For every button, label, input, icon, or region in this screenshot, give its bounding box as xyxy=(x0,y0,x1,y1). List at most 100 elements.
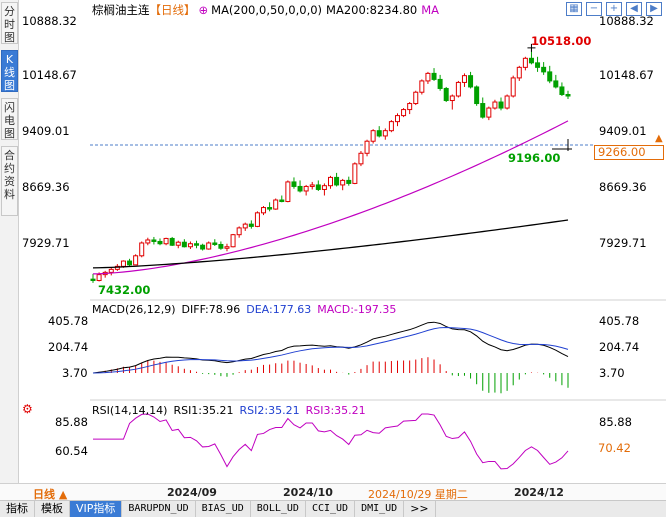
candle-body xyxy=(212,242,218,245)
candle-body xyxy=(535,62,541,68)
candle-body xyxy=(120,260,126,267)
ma-params: MA(200,0,50,0,0,0) xyxy=(211,3,323,17)
candle-body xyxy=(407,103,413,111)
price-axis-right-label: 9409.01 xyxy=(599,124,647,138)
tab-dmi[interactable]: DMI_UD xyxy=(355,501,405,517)
settings-icon[interactable]: ⚙ xyxy=(22,402,33,416)
candle-body xyxy=(328,176,333,187)
candle-body xyxy=(516,66,522,79)
candle-body xyxy=(449,95,455,102)
candle-body xyxy=(102,271,108,276)
price-marker-icon: ▲ xyxy=(655,133,663,144)
arrow-right-icon[interactable]: ▶ xyxy=(646,2,662,16)
price-axis-label: 7929.71 xyxy=(22,236,70,250)
sidebar: 分时图 K线图 闪电图 合约资料 xyxy=(0,0,19,517)
candle-body xyxy=(340,179,346,186)
macd-axis-label: 204.74 xyxy=(48,340,89,354)
candle-body xyxy=(522,57,528,68)
tab-template[interactable]: 模板 xyxy=(35,501,70,517)
date-label: 2024/09 xyxy=(167,486,217,499)
candle-body xyxy=(218,243,224,249)
tab-boll[interactable]: BOLL_UD xyxy=(251,501,306,517)
candle-body xyxy=(291,181,297,187)
arrow-left-icon[interactable]: ◀ xyxy=(626,2,642,16)
macd-axis-right-label: 405.78 xyxy=(599,314,640,328)
candle-body xyxy=(145,239,151,244)
candle-body xyxy=(474,86,480,105)
date-label: 2024/12 xyxy=(514,486,564,499)
candle-body xyxy=(206,242,212,250)
rsi3-value: RSI3:35.21 xyxy=(305,404,366,417)
candle-body xyxy=(267,207,273,210)
macd-params: MACD(26,12,9) xyxy=(92,303,176,316)
candle-body xyxy=(315,184,321,190)
candle-body xyxy=(230,234,236,248)
price-axis-label: 10148.67 xyxy=(22,68,77,82)
rsi-title: RSI(14,14,14) RSI1:35.21 RSI2:35.21 RSI3… xyxy=(92,404,366,417)
candle-body xyxy=(108,268,114,273)
candle-body xyxy=(443,87,449,102)
candle-body xyxy=(194,243,200,246)
candle-body xyxy=(352,163,358,184)
candle-body xyxy=(334,176,340,186)
candle-body xyxy=(224,246,230,249)
candle-body xyxy=(486,107,492,118)
tab-more[interactable]: >> xyxy=(404,501,436,517)
period-selector[interactable]: 日线 ▲ xyxy=(33,488,68,501)
rsi-current-value: 70.42 xyxy=(598,441,631,455)
instrument-title: 棕榈油主连 xyxy=(92,3,150,17)
macd-value: MACD:-197.35 xyxy=(317,303,397,316)
candle-body xyxy=(175,241,181,246)
candle-body xyxy=(382,130,388,137)
cursor-date-label: 2024/10/29 星期二 xyxy=(368,488,468,501)
rsi-axis-label: 60.54 xyxy=(55,444,88,458)
candle-body xyxy=(480,103,486,118)
candle-body xyxy=(504,95,510,109)
add-icon[interactable]: ⊕ xyxy=(198,3,209,17)
sidebar-tab-timeshare[interactable]: 分时图 xyxy=(1,2,18,44)
candle-body xyxy=(187,243,193,248)
price-axis-label: 8669.36 xyxy=(22,180,70,194)
candle-body xyxy=(461,75,467,83)
macd-diff-line xyxy=(92,321,569,374)
candle-body xyxy=(437,78,443,89)
high-annotation: 10518.00 xyxy=(531,34,592,48)
candle-body xyxy=(309,184,315,187)
macd-axis-label: 405.78 xyxy=(48,314,89,328)
sidebar-tab-contract[interactable]: 合约资料 xyxy=(1,146,18,216)
rsi-axis-label: 85.88 xyxy=(55,415,88,429)
sidebar-tab-flash[interactable]: 闪电图 xyxy=(1,98,18,140)
candle-body xyxy=(425,72,431,82)
period-label[interactable]: 【日线】 xyxy=(149,3,196,17)
candle-body xyxy=(553,80,559,88)
candle-body xyxy=(163,237,169,245)
grid-icon[interactable]: ▦ xyxy=(566,2,582,16)
candle-body xyxy=(455,81,461,97)
tab-indicator[interactable]: 指标 xyxy=(0,501,35,517)
tab-bias[interactable]: BIAS_UD xyxy=(196,501,251,517)
candle-body xyxy=(96,274,102,282)
tab-cci[interactable]: CCI_UD xyxy=(306,501,356,517)
candle-body xyxy=(169,237,175,246)
candle-body xyxy=(114,265,120,270)
candle-body xyxy=(261,207,267,214)
candle-body xyxy=(279,199,285,203)
ma200-value: MA200:8234.80 xyxy=(326,3,418,17)
macd-axis-right-label: 204.74 xyxy=(599,340,640,354)
candle-body xyxy=(321,185,327,190)
date-label: 2024/10 xyxy=(283,486,333,499)
rsi1-value: RSI1:35.21 xyxy=(173,404,234,417)
candle-body xyxy=(419,80,425,93)
minus-icon[interactable]: − xyxy=(586,2,602,16)
tab-barupdn[interactable]: BARUPDN_UD xyxy=(122,501,196,517)
price-axis-right-label: 7929.71 xyxy=(599,236,647,250)
plus-icon[interactable]: + xyxy=(606,2,622,16)
candle-body xyxy=(157,240,163,245)
tab-vip-indicator[interactable]: VIP指标 xyxy=(70,501,123,517)
candle-body xyxy=(248,223,254,227)
sidebar-tab-kline[interactable]: K线图 xyxy=(1,50,18,92)
candle-body xyxy=(565,93,571,97)
price-axis-right-label: 8669.36 xyxy=(599,180,647,194)
low-annotation: 7432.00 xyxy=(98,283,151,297)
macd-dea-line xyxy=(92,326,569,374)
